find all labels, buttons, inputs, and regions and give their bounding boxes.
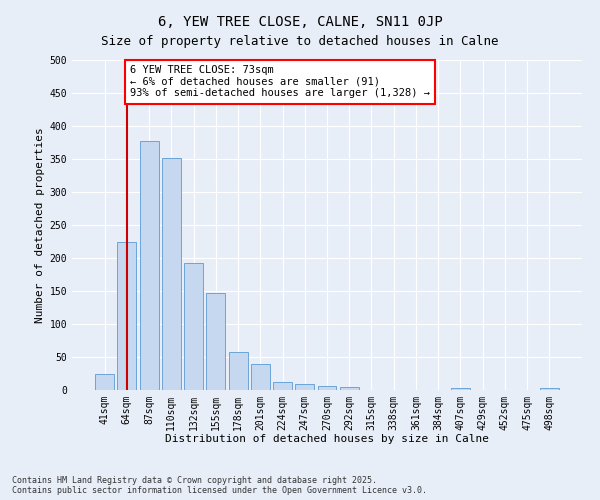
Bar [540,388,559,390]
Bar [295,384,314,390]
Y-axis label: Number of detached properties: Number of detached properties [35,127,46,323]
Bar [95,374,114,390]
Bar [184,262,203,390]
Bar [118,242,136,390]
Bar [140,140,158,390]
Bar [251,364,270,390]
Text: 6, YEW TREE CLOSE, CALNE, SN11 0JP: 6, YEW TREE CLOSE, CALNE, SN11 0JP [158,15,442,29]
Bar [317,386,337,390]
Bar [340,388,359,390]
Text: Contains HM Land Registry data © Crown copyright and database right 2025.
Contai: Contains HM Land Registry data © Crown c… [12,476,427,495]
Bar [229,352,248,390]
Bar [162,158,181,390]
Bar [273,382,292,390]
Text: 6 YEW TREE CLOSE: 73sqm
← 6% of detached houses are smaller (91)
93% of semi-det: 6 YEW TREE CLOSE: 73sqm ← 6% of detached… [130,66,430,98]
Bar [451,388,470,390]
X-axis label: Distribution of detached houses by size in Calne: Distribution of detached houses by size … [165,434,489,444]
Bar [206,293,225,390]
Text: Size of property relative to detached houses in Calne: Size of property relative to detached ho… [101,35,499,48]
